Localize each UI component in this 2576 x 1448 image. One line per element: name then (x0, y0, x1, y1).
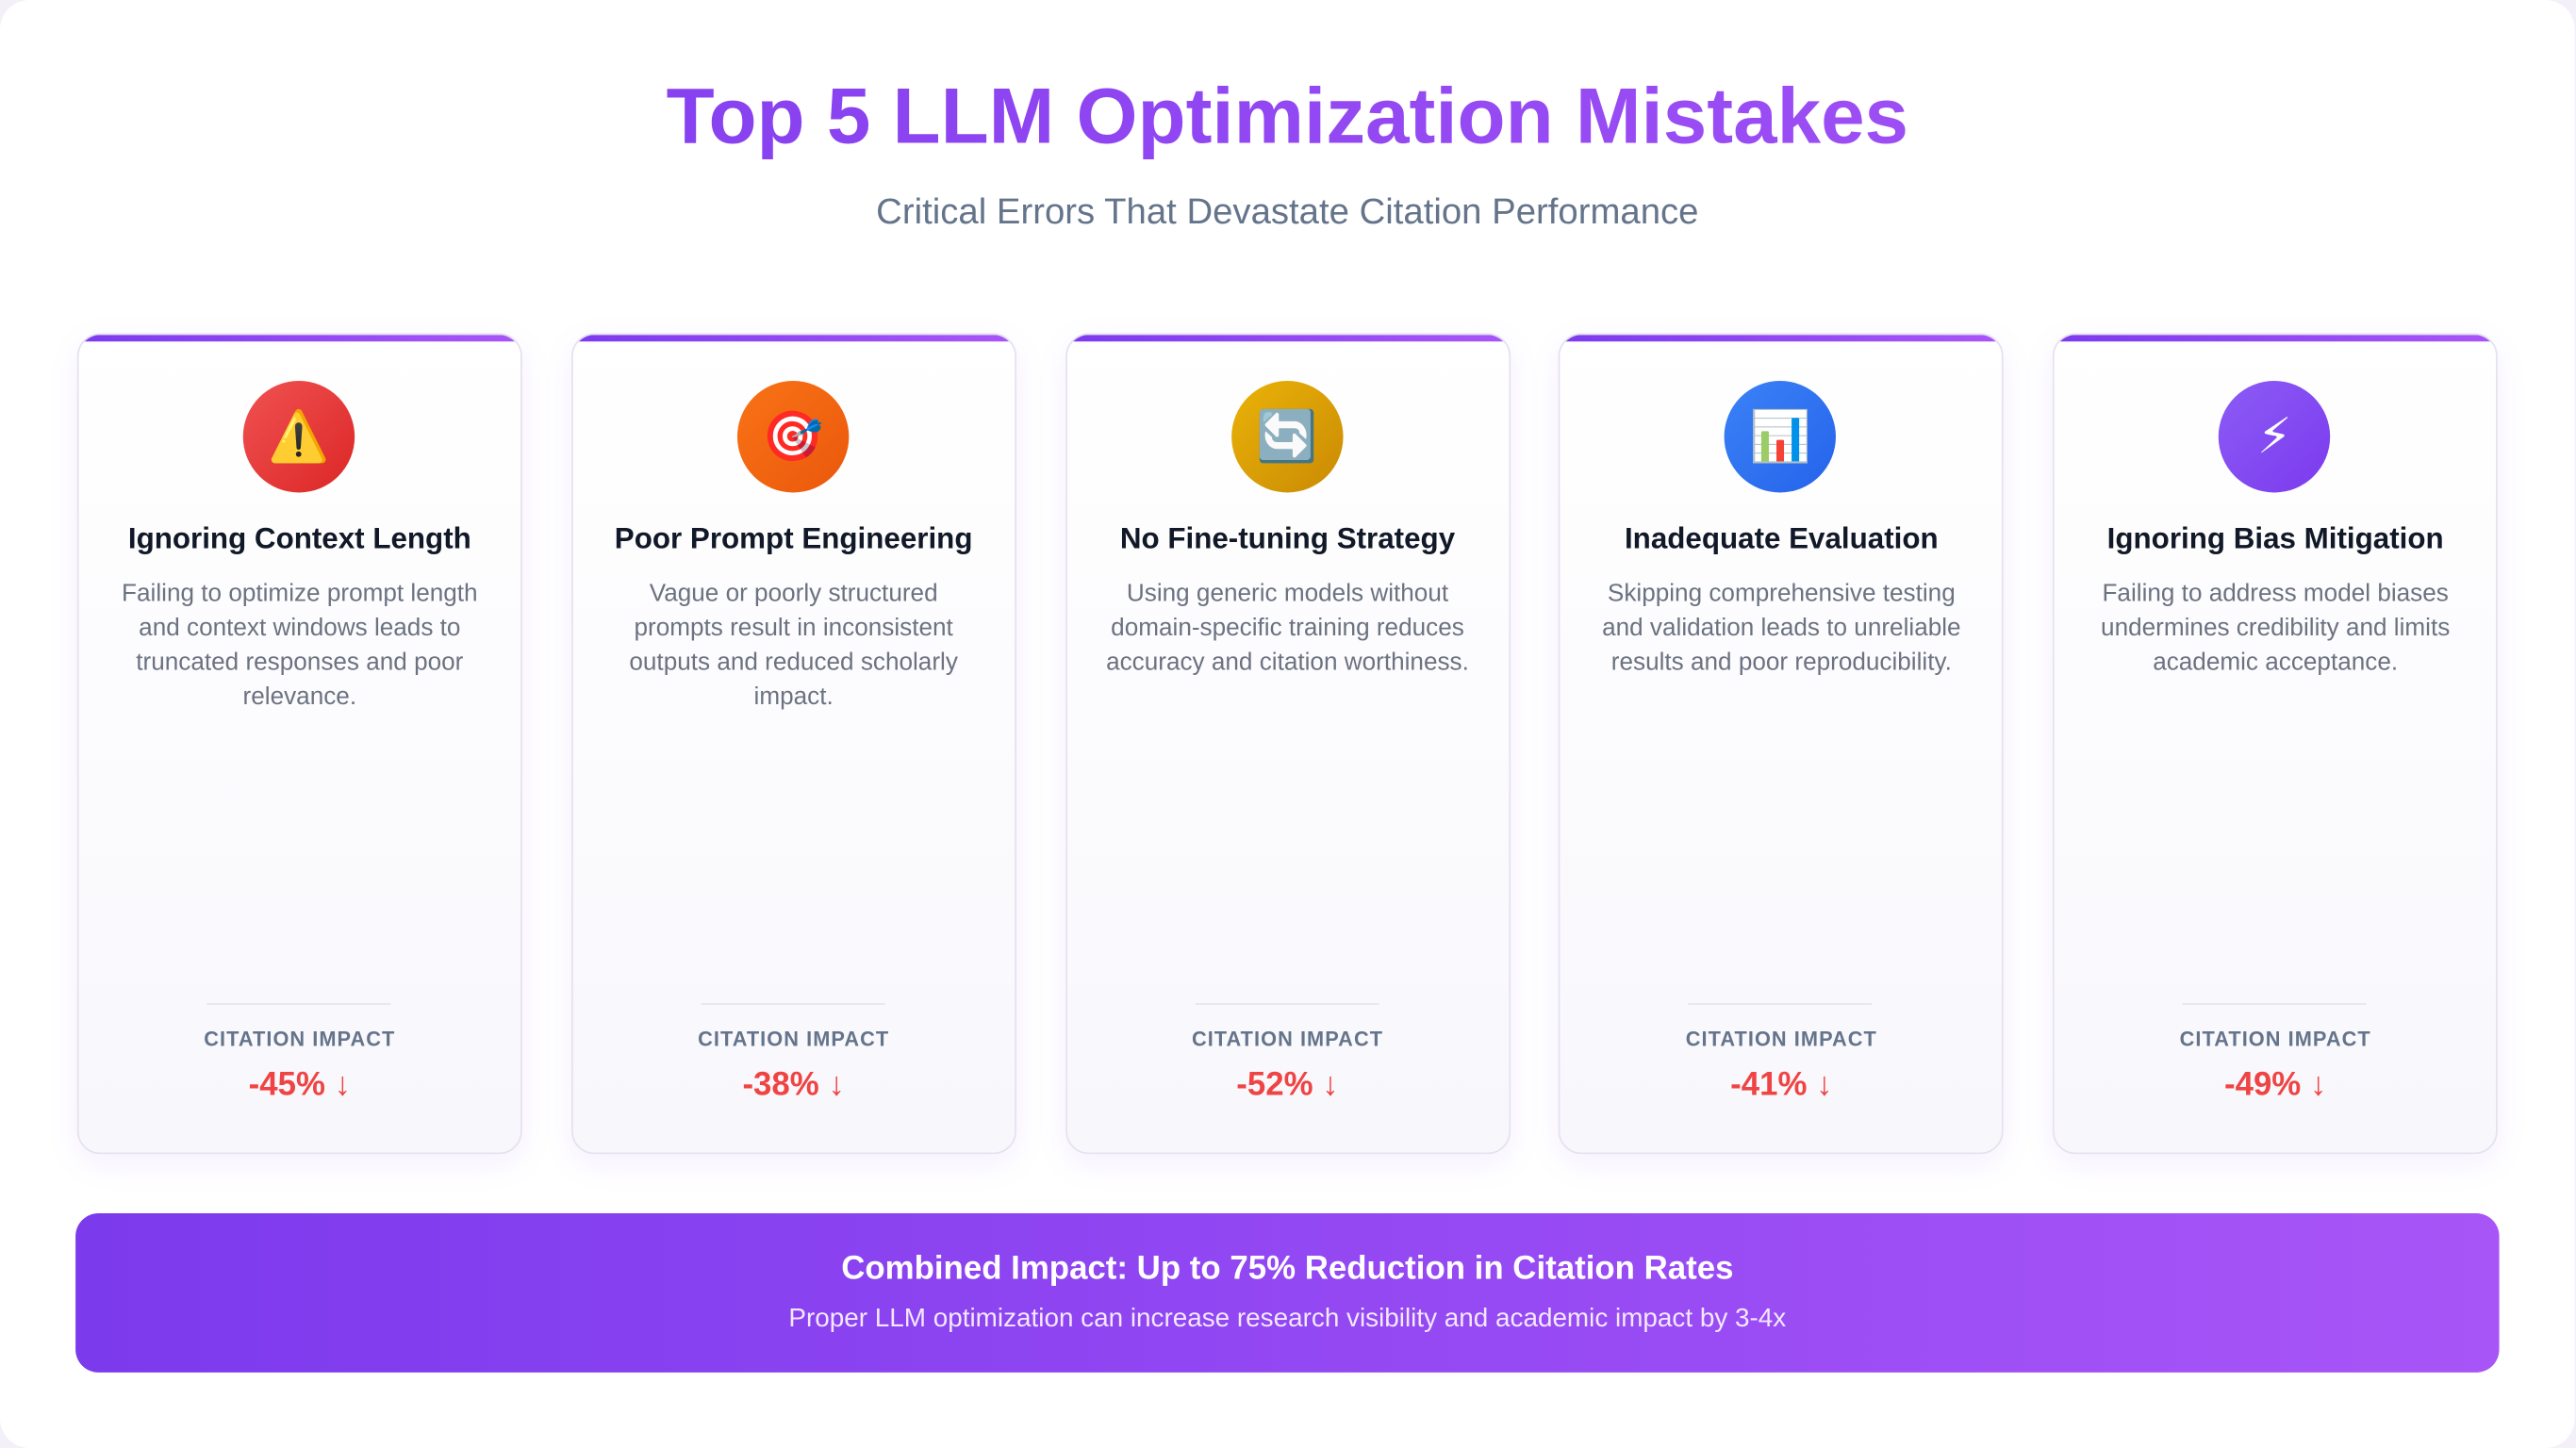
card-title: Poor Prompt Engineering (614, 521, 973, 555)
card-title: No Fine-tuning Strategy (1119, 521, 1456, 555)
impact-label: CITATION IMPACT (1191, 1028, 1384, 1051)
impact-value: -52% ↓ (1236, 1066, 1339, 1104)
divider (1195, 1003, 1379, 1005)
divider (1688, 1003, 1873, 1005)
impact-value: -38% ↓ (742, 1066, 845, 1104)
card-icon: 🔄 (1230, 381, 1343, 493)
mistake-card: ⚠️ Ignoring Context Length Failing to opti… (76, 333, 522, 1155)
card-text: Skipping comprehensive testing and valid… (1602, 579, 1961, 677)
divider (701, 1003, 885, 1005)
card-text: Failing to optimize prompt length and co… (122, 579, 478, 712)
impact-label: CITATION IMPACT (1685, 1028, 1877, 1051)
card-text: Failing to address model biases undermin… (2101, 579, 2451, 677)
impact-value: -41% ↓ (1730, 1066, 1833, 1104)
card-icon: 📊 (1725, 381, 1837, 493)
divider (206, 1003, 391, 1005)
card-accent (2054, 335, 2497, 342)
divider (2182, 1003, 2367, 1005)
card-title: Ignoring Context Length (127, 521, 471, 555)
card-title: Ignoring Bias Mitigation (2106, 521, 2444, 555)
card-icon: ⚠️ (242, 381, 355, 493)
mistake-card: 🎯 Poor Prompt Engineering Vague or poorly … (570, 333, 1016, 1155)
mistake-card: ⚡ Ignoring Bias Mitigation Failing to addr… (2053, 333, 2499, 1155)
subtitle: Critical Errors That Devastate Citation … (876, 190, 1699, 232)
card-text: Vague or poorly structured prompts resul… (629, 579, 958, 712)
impact-value: -45% ↓ (248, 1066, 352, 1104)
card-accent (1560, 335, 2003, 342)
title: Top 5 LLM Optimization Mistakes (0, 73, 2575, 163)
card-accent (78, 335, 521, 342)
impact-label: CITATION IMPACT (204, 1028, 396, 1051)
card-accent (572, 335, 1015, 342)
banner-title: Combined Impact: Up to 75% Reduction in … (841, 1251, 1734, 1288)
card-accent (1066, 335, 1509, 342)
impact-value: -49% ↓ (2223, 1066, 2327, 1104)
banner-text: Proper LLM optimization can increase res… (788, 1305, 1787, 1334)
impact-label: CITATION IMPACT (698, 1028, 890, 1051)
card-icon: 🎯 (736, 381, 850, 493)
mistake-card: 📊 Inadequate Evaluation Skipping comprehen… (1559, 333, 2005, 1155)
card-title: Inadequate Evaluation (1624, 521, 1939, 555)
mistake-card: 🔄 No Fine-tuning Strategy Using generic mo… (1065, 333, 1511, 1155)
impact-label: CITATION IMPACT (2179, 1028, 2371, 1051)
card-text: Using generic models without domain-spec… (1106, 579, 1469, 677)
card-icon: ⚡ (2219, 381, 2331, 493)
banner: Combined Impact: Up to 75% Reduction in … (75, 1212, 2500, 1373)
